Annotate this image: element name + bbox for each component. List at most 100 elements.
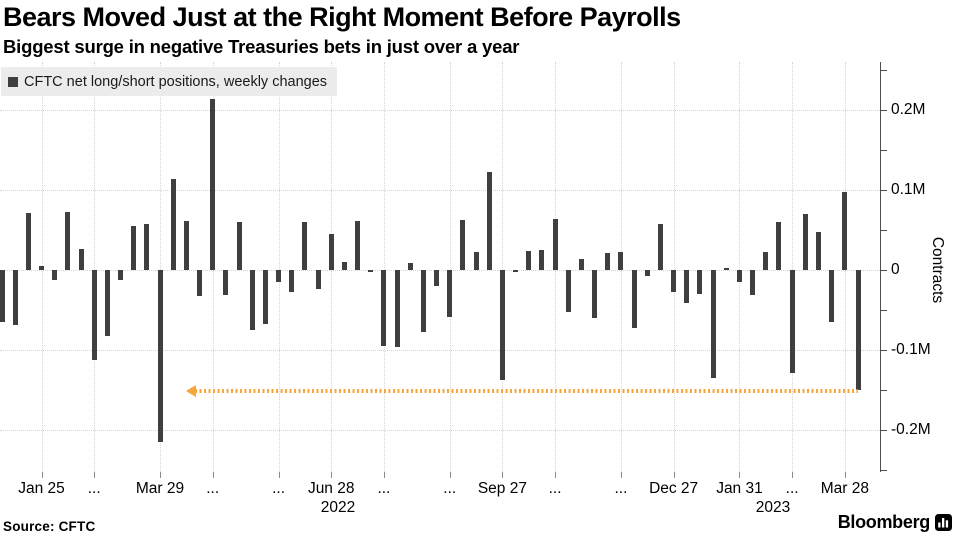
x-gridline — [449, 62, 451, 472]
x-axis-label: ... — [87, 480, 101, 497]
x-axis-tick — [41, 472, 43, 478]
legend-swatch-icon — [8, 76, 18, 87]
x-gridline — [673, 62, 675, 472]
x-gridline — [94, 62, 96, 472]
bar — [91, 270, 97, 361]
bar — [644, 270, 650, 277]
bar — [302, 222, 308, 270]
bar — [789, 270, 795, 374]
y-axis-label: 0 — [891, 261, 900, 278]
bar — [565, 270, 571, 312]
bar — [842, 191, 848, 270]
bar — [381, 270, 387, 346]
bar — [697, 270, 703, 294]
x-gridline — [792, 62, 794, 472]
bar — [578, 258, 584, 270]
x-axis-tick — [620, 472, 622, 478]
bar — [52, 270, 58, 281]
bar — [829, 270, 835, 322]
bar — [552, 218, 558, 270]
bar — [315, 270, 321, 290]
x-axis-tick — [331, 472, 333, 478]
bar — [12, 270, 18, 326]
bar — [289, 270, 295, 292]
brand-lockup: Bloomberg — [838, 512, 952, 533]
x-gridline — [278, 62, 280, 472]
x-axis-tick — [555, 472, 557, 478]
bar — [276, 270, 282, 282]
bar — [592, 270, 598, 318]
bar — [262, 270, 268, 324]
chart-legend: CFTC net long/short positions, weekly ch… — [1, 67, 338, 96]
bar — [526, 250, 532, 270]
y-axis-tick — [880, 390, 887, 391]
y-axis-tick — [880, 150, 887, 151]
bar — [210, 98, 216, 270]
bar — [710, 270, 716, 378]
year-label: 2022 — [320, 499, 356, 516]
y-axis-tick — [880, 350, 887, 351]
bar — [499, 270, 505, 380]
bar — [723, 267, 729, 270]
x-axis-tick — [383, 472, 385, 478]
x-axis-label: Sep 27 — [477, 480, 527, 497]
bar — [447, 270, 453, 318]
y-gridline — [0, 350, 880, 351]
x-axis-label: ... — [548, 480, 562, 497]
x-axis-tick — [792, 472, 794, 478]
x-gridline — [502, 62, 504, 472]
y-axis-tick — [880, 470, 887, 471]
bar — [605, 253, 611, 270]
x-axis-tick — [449, 472, 451, 478]
x-axis-label: Jan 31 — [716, 480, 763, 497]
bar — [183, 221, 189, 270]
x-axis-label: Mar 29 — [135, 480, 185, 497]
page-title: Bears Moved Just at the Right Moment Bef… — [3, 2, 681, 32]
x-axis-label: Mar 28 — [820, 480, 869, 497]
x-axis-label: Dec 27 — [649, 480, 699, 497]
bar — [341, 262, 347, 270]
bar — [355, 221, 361, 270]
bar — [104, 270, 110, 336]
x-axis-tick — [278, 472, 280, 478]
bar — [513, 270, 519, 273]
y-axis-tick — [880, 110, 887, 111]
y-gridline — [0, 110, 880, 111]
bar — [539, 250, 545, 270]
x-axis-tick — [673, 472, 675, 478]
bar — [736, 270, 742, 282]
x-axis-label: ... — [614, 480, 628, 497]
bar — [631, 270, 637, 329]
bar — [78, 249, 84, 270]
bar — [157, 270, 163, 442]
bar — [420, 270, 426, 333]
source-note: Source: CFTC — [3, 519, 96, 534]
bar — [763, 252, 769, 270]
y-axis-tick — [880, 230, 887, 231]
brand-wordmark: Bloomberg — [837, 512, 931, 532]
bar — [657, 223, 663, 270]
bar — [460, 219, 466, 270]
y-axis-tick — [880, 310, 887, 311]
x-axis-tick — [844, 472, 846, 478]
x-axis-label: Jun 28 — [307, 480, 355, 497]
x-axis-label: ... — [443, 480, 457, 497]
bar — [815, 231, 821, 270]
bar — [618, 251, 624, 270]
x-axis-label: ... — [206, 480, 220, 497]
y-axis-tick — [880, 270, 887, 271]
bar — [368, 270, 374, 272]
y-axis-label: 0.1M — [891, 181, 926, 198]
bar — [776, 222, 782, 270]
y-gridline — [0, 270, 880, 271]
x-axis-label: Jan 25 — [18, 480, 65, 497]
bar — [394, 270, 400, 347]
page-subtitle: Biggest surge in negative Treasuries bet… — [3, 36, 520, 57]
x-axis-label: ... — [785, 480, 799, 497]
y-axis-title: Contracts — [929, 236, 946, 304]
bar — [197, 270, 203, 296]
bar — [249, 270, 255, 330]
bar — [750, 270, 756, 295]
x-axis-label: ... — [377, 480, 391, 497]
